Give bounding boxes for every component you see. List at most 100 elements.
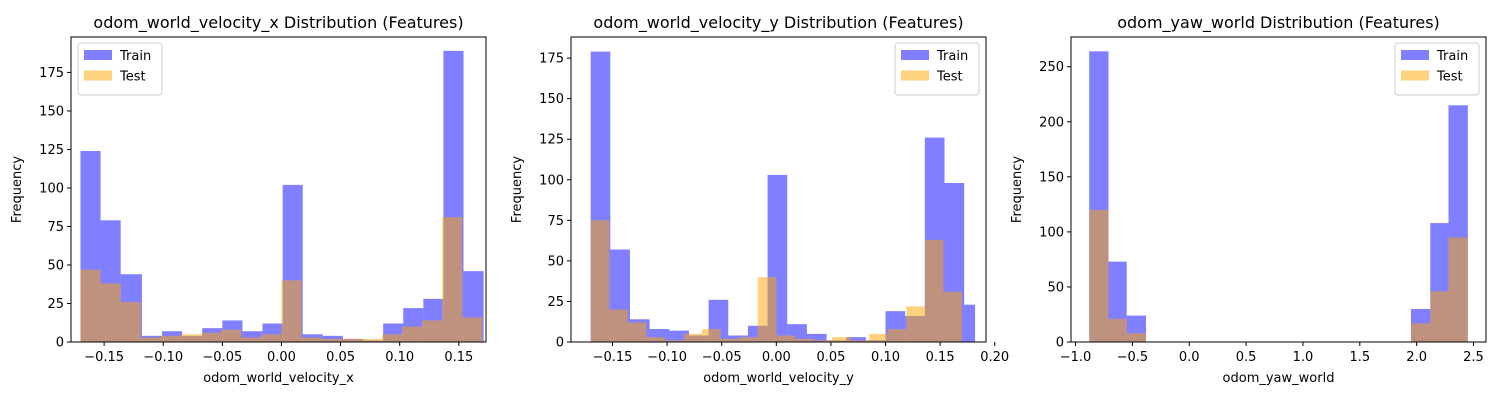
y-tick-label: 125 xyxy=(539,133,564,148)
histogram-bar-test-8 xyxy=(221,329,242,342)
legend-swatch-train xyxy=(84,50,112,60)
x-axis-label: odom_world_velocity_x xyxy=(203,371,354,386)
x-tick-label: 1.0 xyxy=(1293,350,1314,365)
histogram-bar-test-10 xyxy=(757,277,777,342)
histogram-bar-test-11 xyxy=(281,280,302,342)
histogram-bar-test-14 xyxy=(341,338,362,342)
histogram-bar-test-1 xyxy=(80,269,101,342)
histogram-bar-test-6 xyxy=(180,334,202,342)
x-tick-label: 0.10 xyxy=(871,350,900,365)
histogram-bar-test-20 xyxy=(462,317,483,342)
histogram-bar-test-5 xyxy=(664,340,684,342)
histogram-bar-test-16 xyxy=(381,334,403,342)
legend: Train Test xyxy=(894,42,980,96)
chart-panel-2: −0.15 −0.10 −0.05 0.00 0.05 0.10 0.15 0.20 0 25 50… xyxy=(510,13,1009,386)
x-tick-label: −0.10 xyxy=(143,350,183,365)
histogram-bar-train-14 xyxy=(846,337,866,342)
legend-label-train: Train xyxy=(936,49,968,64)
histogram-bar-train-8 xyxy=(728,335,748,342)
x-tick-label: 0.05 xyxy=(326,350,355,365)
x-tick-label: 0.20 xyxy=(980,350,1009,365)
histogram-bar-test-2 xyxy=(100,283,121,342)
histogram-bar-test-4 xyxy=(1410,323,1431,342)
histogram-bar-test-18 xyxy=(906,306,925,342)
x-tick-label: 0.0 xyxy=(1179,350,1200,365)
y-tick-label: 75 xyxy=(47,220,64,235)
histogram-bar-test-19 xyxy=(924,239,944,342)
histogram-bar-test-17 xyxy=(887,329,907,342)
legend-label-train: Train xyxy=(1436,49,1468,64)
histogram-bar-test-19 xyxy=(442,217,463,342)
x-axis-label: odom_yaw_world xyxy=(1223,371,1335,386)
y-axis-label: Frequency xyxy=(510,156,525,223)
plot-frame xyxy=(1070,36,1487,343)
plot-frame xyxy=(570,36,987,343)
legend-swatch-test xyxy=(901,70,929,81)
histogram-bar-train-5 xyxy=(669,330,689,342)
chart-panel-1: −0.15 −0.10 −0.05 0.00 0.05 0.10 0.15 0 25 50 75 10… xyxy=(10,13,487,386)
histogram-bar-train-20 xyxy=(964,304,976,342)
legend-swatch-train xyxy=(1401,50,1429,60)
y-tick-label: 150 xyxy=(539,92,564,107)
x-tick-label: 0.15 xyxy=(926,350,955,365)
y-tick-label: 100 xyxy=(539,173,564,188)
y-tick-label: 75 xyxy=(547,214,564,229)
legend-label-test: Test xyxy=(936,70,963,85)
y-tick-label: 250 xyxy=(1039,60,1064,75)
y-tick-label: 175 xyxy=(539,52,564,67)
histogram-bar-train-9 xyxy=(242,331,263,342)
y-tick-label: 150 xyxy=(1039,170,1064,185)
histogram-bar-test-13 xyxy=(813,340,833,342)
histogram-bar-test-15 xyxy=(361,338,382,342)
x-tick-label: 0.05 xyxy=(816,350,845,365)
histogram-bar-test-12 xyxy=(301,337,322,342)
histogram-bar-test-1 xyxy=(1089,209,1109,342)
x-tick-label: −0.05 xyxy=(702,350,742,365)
chart-title: odom_world_velocity_x Distribution (Feat… xyxy=(93,13,463,33)
legend-label-test: Test xyxy=(1436,70,1463,85)
y-tick-label: 50 xyxy=(47,258,64,273)
y-tick-label: 0 xyxy=(1056,336,1064,351)
y-axis-label: Frequency xyxy=(1010,156,1025,223)
chart-title: odom_yaw_world Distribution (Features) xyxy=(1117,13,1440,33)
legend-label-train: Train xyxy=(119,49,151,64)
legend-label-test: Test xyxy=(119,70,146,85)
histogram-bar-test-7 xyxy=(702,329,721,342)
x-tick-label: 0.10 xyxy=(385,350,414,365)
histogram-bar-test-4 xyxy=(646,337,665,342)
x-axis-label: odom_world_velocity_y xyxy=(703,371,854,386)
x-tick-label: −1.0 xyxy=(1060,350,1092,365)
histogram-bar-test-5 xyxy=(1430,291,1449,342)
x-tick-label: −0.05 xyxy=(202,350,242,365)
y-tick-label: 50 xyxy=(1047,280,1064,295)
histogram-bar-test-1 xyxy=(590,220,610,342)
x-tick-label: 0.15 xyxy=(444,350,473,365)
series-test xyxy=(590,220,962,342)
histogram-bar-test-15 xyxy=(850,340,870,342)
y-axis-label: Frequency xyxy=(10,156,25,223)
histogram-bar-test-2 xyxy=(1108,318,1127,342)
y-tick-label: 100 xyxy=(1039,225,1064,240)
histogram-bar-test-3 xyxy=(627,322,647,342)
histogram-bar-test-3 xyxy=(1126,333,1147,342)
histogram-bar-test-9 xyxy=(739,337,758,342)
x-tick-label: −0.10 xyxy=(647,350,687,365)
histogram-bar-test-20 xyxy=(943,291,962,342)
histogram-bar-train-13 xyxy=(322,335,343,342)
x-tick-label: −0.15 xyxy=(593,350,633,365)
chart-title: odom_world_velocity_y Distribution (Feat… xyxy=(593,13,963,33)
series-test xyxy=(80,217,483,342)
y-tick-label: 50 xyxy=(547,254,564,269)
x-tick-label: 2.0 xyxy=(1406,350,1427,365)
x-tick-label: −0.5 xyxy=(1117,350,1149,365)
legend-swatch-test xyxy=(1401,70,1429,81)
legend: Train Test xyxy=(77,42,163,96)
histogram-bar-test-11 xyxy=(776,335,795,342)
histogram-bar-test-7 xyxy=(201,332,222,342)
histogram-bar-test-3 xyxy=(120,301,141,342)
y-tick-label: 125 xyxy=(39,143,64,158)
y-tick-label: 0 xyxy=(56,336,64,351)
x-tick-label: 2.5 xyxy=(1463,350,1484,365)
histogram-bar-test-14 xyxy=(832,337,851,342)
